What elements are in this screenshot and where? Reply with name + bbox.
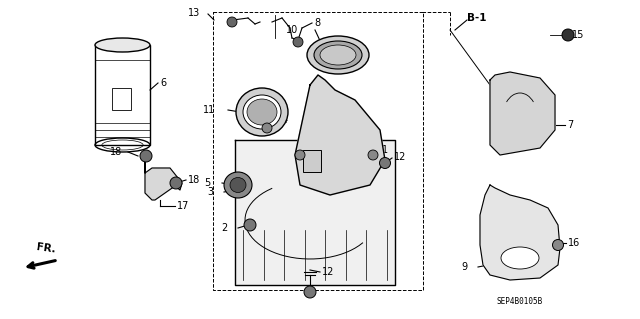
Bar (111, 88, 131, 110)
Ellipse shape (247, 99, 277, 125)
Polygon shape (490, 72, 555, 155)
Polygon shape (145, 153, 182, 200)
Bar (95, 45, 150, 145)
Circle shape (293, 37, 303, 47)
Text: 12: 12 (322, 267, 334, 277)
Circle shape (304, 286, 316, 298)
Circle shape (170, 177, 182, 189)
Text: 7: 7 (567, 120, 573, 130)
Polygon shape (235, 140, 395, 285)
Ellipse shape (243, 95, 281, 129)
Ellipse shape (501, 247, 539, 269)
Text: 4: 4 (306, 142, 312, 152)
Circle shape (380, 158, 390, 168)
Circle shape (562, 29, 574, 41)
Polygon shape (295, 75, 385, 195)
Text: 14: 14 (320, 158, 332, 168)
Circle shape (368, 150, 378, 160)
Text: 2: 2 (221, 223, 228, 233)
Text: 16: 16 (568, 238, 580, 248)
Text: 17: 17 (177, 201, 189, 211)
Text: 18: 18 (188, 175, 200, 185)
Polygon shape (480, 185, 560, 280)
Text: 3: 3 (207, 187, 213, 197)
Ellipse shape (307, 36, 369, 74)
Text: 13: 13 (188, 8, 200, 18)
Circle shape (552, 240, 563, 250)
Ellipse shape (320, 45, 356, 65)
Text: 12: 12 (394, 152, 406, 162)
Ellipse shape (230, 177, 246, 192)
Ellipse shape (314, 41, 362, 69)
Circle shape (227, 17, 237, 27)
Circle shape (140, 150, 152, 162)
Ellipse shape (95, 38, 150, 52)
Text: 8: 8 (314, 18, 320, 28)
Text: 11: 11 (203, 105, 215, 115)
Text: SEP4B0105B: SEP4B0105B (497, 298, 543, 307)
Circle shape (244, 219, 256, 231)
Text: 15: 15 (572, 30, 584, 40)
Text: 10: 10 (285, 25, 298, 35)
Ellipse shape (224, 172, 252, 198)
Text: 4: 4 (282, 115, 288, 125)
Text: 1: 1 (382, 145, 388, 155)
Text: 18: 18 (110, 147, 122, 157)
Circle shape (295, 150, 305, 160)
Ellipse shape (236, 88, 288, 136)
Bar (303, 150, 321, 172)
Text: B-1: B-1 (467, 13, 486, 23)
Circle shape (262, 123, 272, 133)
Text: 6: 6 (160, 78, 166, 88)
Text: 9: 9 (462, 262, 468, 272)
Text: 5: 5 (204, 178, 210, 188)
Text: FR.: FR. (36, 242, 56, 255)
